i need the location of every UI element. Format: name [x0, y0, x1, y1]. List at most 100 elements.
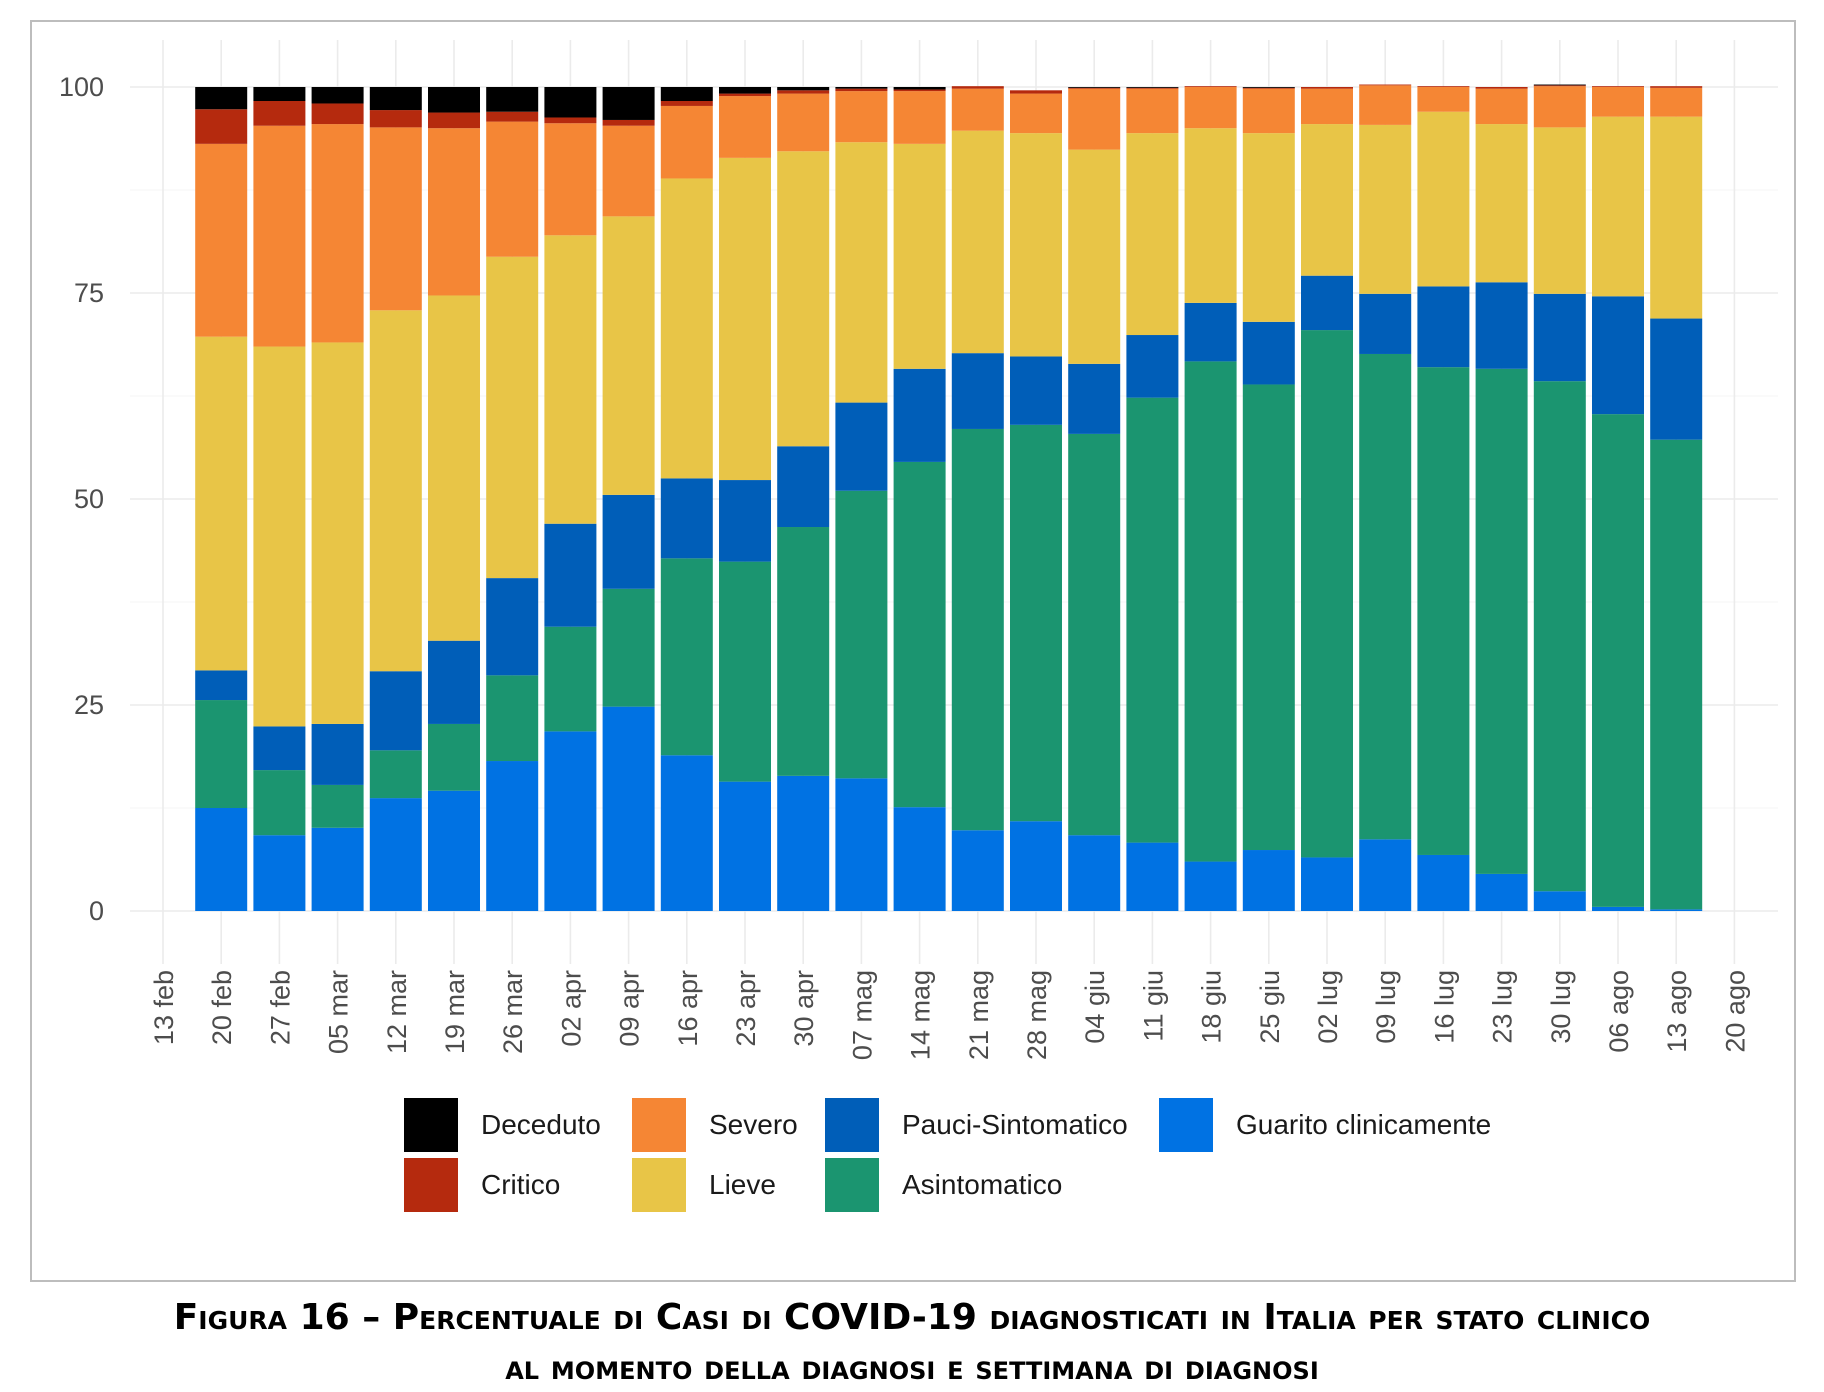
bar-segment [1533, 84, 1586, 86]
x-tick-label: 27 feb [265, 970, 295, 1045]
bar-segment [1184, 302, 1237, 362]
bar-segment [1533, 127, 1586, 294]
bar-segment [602, 87, 655, 120]
legend-swatch [825, 1158, 879, 1212]
x-tick-label: 20 feb [207, 970, 237, 1045]
bar-segment [951, 130, 1004, 354]
bar-segment [893, 461, 946, 808]
bar-segment [1068, 363, 1121, 434]
bar-segment [486, 578, 539, 676]
bar-segment [1592, 296, 1644, 415]
bar-segment [893, 807, 946, 911]
x-tick-label: 30 lug [1546, 970, 1576, 1044]
bar-segment [1592, 116, 1644, 297]
bar-segment [1533, 891, 1586, 911]
bar-segment [1242, 850, 1295, 911]
bar-segment [486, 111, 539, 122]
bar-segment [1650, 86, 1703, 88]
bar-segment [369, 750, 422, 799]
figure-caption: Figura 16 – Percentuale di Casi di COVID… [0, 1292, 1824, 1392]
legend-label: Deceduto [481, 1109, 601, 1140]
legend-label: Critico [481, 1169, 560, 1200]
bar-segment [1184, 128, 1237, 303]
bar-segment [369, 671, 422, 751]
x-axis-ticks: 13 feb 20 feb 27 feb 05 mar 12 mar 19 mar 26 m… [149, 970, 1750, 1060]
bar-segment [660, 478, 713, 559]
bar-segment [777, 93, 830, 152]
bar-segment [1417, 286, 1470, 368]
bar-segment [253, 87, 306, 102]
x-tick-label: 19 mar [440, 970, 470, 1054]
x-tick-label: 13 ago [1662, 970, 1692, 1053]
bar-segment [1301, 330, 1353, 858]
bar-segment [1359, 839, 1412, 911]
bar-segment [1068, 433, 1121, 836]
bar-segment [835, 91, 888, 143]
bar-segment [1650, 318, 1703, 440]
bar-segment [311, 342, 364, 724]
bar-segment [719, 157, 771, 481]
x-tick-label: 13 feb [149, 970, 179, 1045]
bar-segment [544, 123, 597, 236]
x-tick-label: 26 mar [498, 970, 528, 1054]
bar-segment [1301, 275, 1353, 331]
bar-segment [486, 761, 539, 911]
bar-segment [1359, 293, 1412, 354]
caption-line-2: al momento della diagnosi e settimana di… [505, 1348, 1319, 1388]
bar-segment [719, 561, 771, 782]
bar-segment [835, 490, 888, 779]
bar-segment [1184, 361, 1237, 862]
bar-segment [369, 310, 422, 672]
bar-segment [719, 480, 771, 562]
bar-segment [1592, 414, 1644, 907]
bar-segment [253, 125, 306, 347]
bar-segment [777, 775, 830, 911]
bar-segment [1533, 381, 1586, 892]
bar-segment [1533, 85, 1586, 87]
bar-segment [1126, 87, 1179, 89]
legend-label: Lieve [709, 1169, 776, 1200]
bar-segment [428, 640, 480, 724]
bar-segment [1301, 124, 1353, 276]
bar-segment [1010, 424, 1062, 822]
x-tick-label: 30 apr [789, 970, 819, 1047]
x-tick-label: 16 apr [673, 970, 703, 1047]
x-tick-label: 09 apr [615, 970, 645, 1047]
bar-segment [486, 87, 539, 112]
x-tick-label: 04 giu [1080, 970, 1110, 1044]
bar-segment [1650, 87, 1703, 117]
bar-segment [369, 798, 422, 911]
bar-segment [1126, 397, 1179, 843]
bar-segment [195, 336, 248, 671]
bar-segment [486, 256, 539, 579]
bar-segment [602, 125, 655, 217]
bar-segment [1533, 293, 1586, 382]
bar-segment [1184, 86, 1237, 87]
bar-segment [660, 105, 713, 179]
bar-segment [1475, 124, 1528, 283]
legend-label: Guarito clinicamente [1236, 1109, 1491, 1140]
caption-line-1: Figura 16 – Percentuale di Casi di COVID… [173, 1297, 1651, 1338]
bar-segment [602, 588, 655, 707]
x-tick-label: 11 giu [1138, 970, 1168, 1042]
bar-segment [1475, 87, 1528, 89]
bar-segment [1417, 87, 1470, 112]
x-tick-label: 23 lug [1488, 970, 1518, 1044]
bar-segment [253, 101, 306, 126]
bar-segment [195, 87, 248, 110]
bar-segment [369, 127, 422, 311]
legend-swatch [404, 1158, 458, 1212]
legend-swatch [632, 1098, 686, 1152]
bar-segment [1126, 88, 1179, 134]
bar-segment [311, 103, 364, 125]
bar-segment [777, 90, 830, 94]
bar-segment [1301, 857, 1353, 911]
bar-segment [1359, 85, 1412, 125]
bar-segment [893, 143, 946, 369]
bar-segment [777, 151, 830, 447]
x-tick-label: 20 ago [1720, 970, 1750, 1053]
bar-segment [1242, 321, 1295, 385]
bar-segment [1068, 149, 1121, 364]
bar-segment [1126, 335, 1179, 398]
legend-swatch [404, 1098, 458, 1152]
